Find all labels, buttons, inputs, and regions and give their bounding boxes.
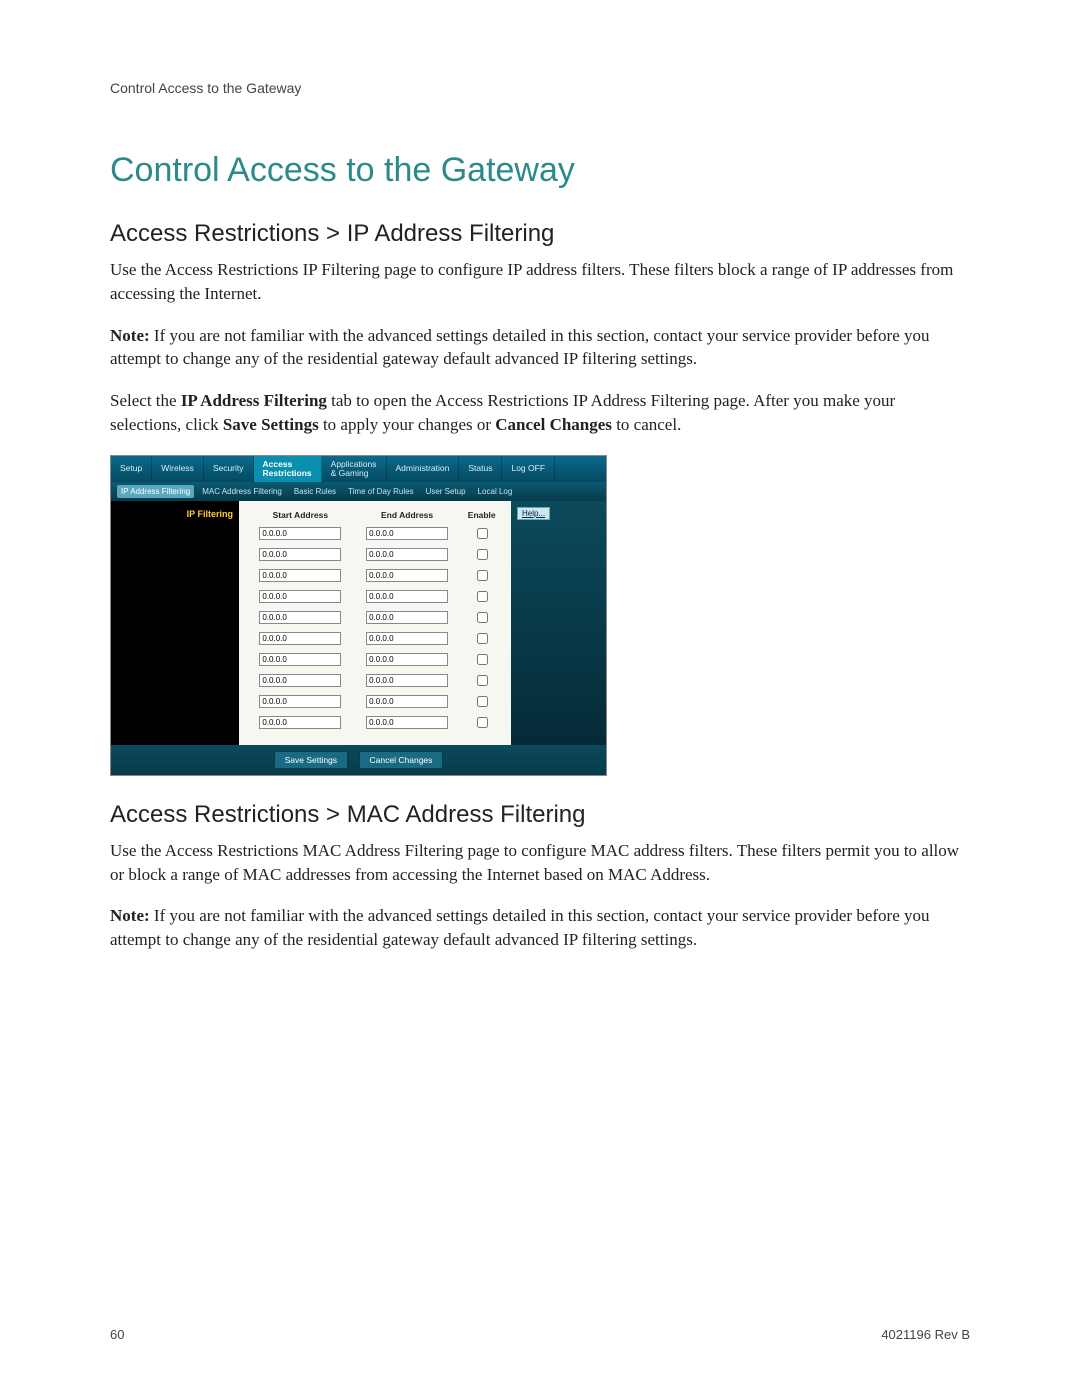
start-address-input[interactable] — [259, 674, 341, 687]
end-address-input[interactable] — [366, 548, 448, 561]
p3-b1: IP Address Filtering — [181, 391, 327, 410]
end-address-input[interactable] — [366, 569, 448, 582]
sub-tab[interactable]: MAC Address Filtering — [198, 485, 286, 498]
section1-heading: Access Restrictions > IP Address Filteri… — [110, 220, 970, 248]
table-row — [247, 607, 503, 628]
start-address-input[interactable] — [259, 653, 341, 666]
note-text: If you are not familiar with the advance… — [110, 326, 930, 369]
section1-note: Note: If you are not familiar with the a… — [110, 324, 970, 372]
p3-b3: Cancel Changes — [495, 415, 612, 434]
table-row — [247, 628, 503, 649]
side-panel: IP Filtering — [111, 501, 239, 745]
save-settings-button[interactable]: Save Settings — [274, 751, 348, 769]
end-address-input[interactable] — [366, 674, 448, 687]
main-tab[interactable]: Access Restrictions — [254, 456, 322, 482]
enable-checkbox[interactable] — [477, 570, 488, 581]
table-row — [247, 586, 503, 607]
main-tab-bar: SetupWirelessSecurityAccess Restrictions… — [111, 456, 606, 482]
running-head: Control Access to the Gateway — [110, 80, 970, 96]
main-tab[interactable]: Setup — [111, 456, 152, 482]
sub-tab-bar: IP Address Filtering MAC Address Filterin… — [111, 482, 606, 501]
end-address-input[interactable] — [366, 695, 448, 708]
start-address-input[interactable] — [259, 527, 341, 540]
enable-checkbox[interactable] — [477, 717, 488, 728]
table-row — [247, 523, 503, 544]
enable-checkbox[interactable] — [477, 549, 488, 560]
note2-text: If you are not familiar with the advance… — [110, 906, 930, 949]
button-bar: Save Settings Cancel Changes — [111, 745, 606, 775]
ip-filter-panel: Start Address End Address Enable — [239, 501, 511, 745]
section2-note: Note: If you are not familiar with the a… — [110, 904, 970, 952]
section2-heading: Access Restrictions > MAC Address Filter… — [110, 801, 970, 829]
cancel-changes-button[interactable]: Cancel Changes — [359, 751, 444, 769]
end-address-input[interactable] — [366, 527, 448, 540]
enable-checkbox[interactable] — [477, 612, 488, 623]
p3-a: Select the — [110, 391, 181, 410]
page-title: Control Access to the Gateway — [110, 151, 970, 190]
sub-tab[interactable]: Basic Rules — [290, 485, 340, 498]
start-address-input[interactable] — [259, 548, 341, 561]
start-address-input[interactable] — [259, 716, 341, 729]
sub-tab[interactable]: Local Log — [474, 485, 517, 498]
table-row — [247, 649, 503, 670]
main-tab[interactable]: Wireless — [152, 456, 204, 482]
table-row — [247, 670, 503, 691]
sub-tab[interactable]: Time of Day Rules — [344, 485, 418, 498]
start-address-input[interactable] — [259, 632, 341, 645]
note-label: Note: — [110, 326, 150, 345]
sub-tab[interactable]: User Setup — [422, 485, 470, 498]
router-screenshot: SetupWirelessSecurityAccess Restrictions… — [110, 455, 607, 776]
sub-tab[interactable]: IP Address Filtering — [117, 485, 194, 498]
router-body: IP Filtering Start Address End Address E… — [111, 501, 606, 745]
side-panel-label: IP Filtering — [117, 509, 233, 519]
enable-checkbox[interactable] — [477, 591, 488, 602]
end-address-input[interactable] — [366, 632, 448, 645]
ip-filter-table: Start Address End Address Enable — [247, 507, 503, 733]
enable-checkbox[interactable] — [477, 633, 488, 644]
end-address-input[interactable] — [366, 590, 448, 603]
p3-d: to cancel. — [612, 415, 681, 434]
table-row — [247, 712, 503, 733]
col-start: Start Address — [247, 507, 354, 523]
main-tab[interactable]: Log OFF — [502, 456, 555, 482]
enable-checkbox[interactable] — [477, 654, 488, 665]
col-enable: Enable — [460, 507, 503, 523]
main-tab[interactable]: Status — [459, 456, 502, 482]
end-address-input[interactable] — [366, 653, 448, 666]
table-row — [247, 544, 503, 565]
note2-label: Note: — [110, 906, 150, 925]
p3-c: to apply your changes or — [319, 415, 496, 434]
table-row — [247, 691, 503, 712]
page-footer: 60 4021196 Rev B — [110, 1327, 970, 1342]
section2-para1: Use the Access Restrictions MAC Address … — [110, 839, 970, 887]
end-address-input[interactable] — [366, 716, 448, 729]
document-page: Control Access to the Gateway Control Ac… — [0, 0, 1080, 1397]
page-number: 60 — [110, 1327, 124, 1342]
section1-para3: Select the IP Address Filtering tab to o… — [110, 389, 970, 437]
enable-checkbox[interactable] — [477, 528, 488, 539]
main-tab[interactable]: Security — [204, 456, 254, 482]
doc-rev: 4021196 Rev B — [881, 1327, 970, 1342]
help-panel: Help... — [511, 501, 606, 745]
end-address-input[interactable] — [366, 611, 448, 624]
section1-para1: Use the Access Restrictions IP Filtering… — [110, 258, 970, 306]
table-row — [247, 565, 503, 586]
start-address-input[interactable] — [259, 569, 341, 582]
start-address-input[interactable] — [259, 590, 341, 603]
main-tab[interactable]: Administration — [387, 456, 460, 482]
start-address-input[interactable] — [259, 611, 341, 624]
main-tab[interactable]: Applications & Gaming — [322, 456, 387, 482]
start-address-input[interactable] — [259, 695, 341, 708]
enable-checkbox[interactable] — [477, 675, 488, 686]
enable-checkbox[interactable] — [477, 696, 488, 707]
help-link[interactable]: Help... — [517, 507, 550, 520]
p3-b2: Save Settings — [223, 415, 319, 434]
col-end: End Address — [354, 507, 461, 523]
